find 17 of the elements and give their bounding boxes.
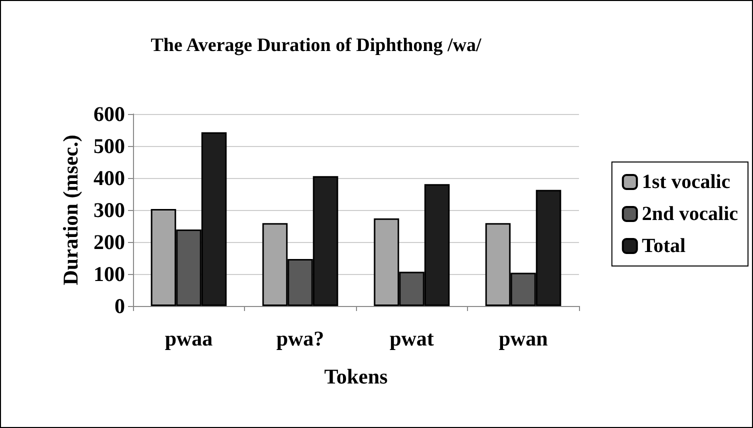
y-tick-label: 0: [114, 294, 125, 318]
y-tick-label: 600: [94, 102, 125, 126]
x-tick-label: pwaa: [164, 326, 214, 350]
chart-title: The Average Duration of Diphthong /wa/: [150, 35, 482, 56]
x-tick-label: pwan: [498, 326, 548, 350]
x-tick-label: pwat: [390, 326, 434, 350]
y-tick-label: 400: [94, 166, 125, 190]
y-tick-label: 300: [94, 198, 125, 222]
x-axis-title: Tokens: [324, 364, 388, 388]
legend-label: Total: [642, 235, 686, 257]
legend-label: 2nd vocalic: [642, 203, 738, 225]
y-axis-title: Duration (msec.): [58, 134, 82, 286]
x-tick-label: pwa?: [276, 326, 324, 350]
legend-label: 1st vocalic: [642, 171, 730, 193]
y-tick-label: 500: [94, 134, 125, 158]
y-tick-label: 200: [94, 230, 125, 254]
y-tick-label: 100: [94, 262, 125, 286]
